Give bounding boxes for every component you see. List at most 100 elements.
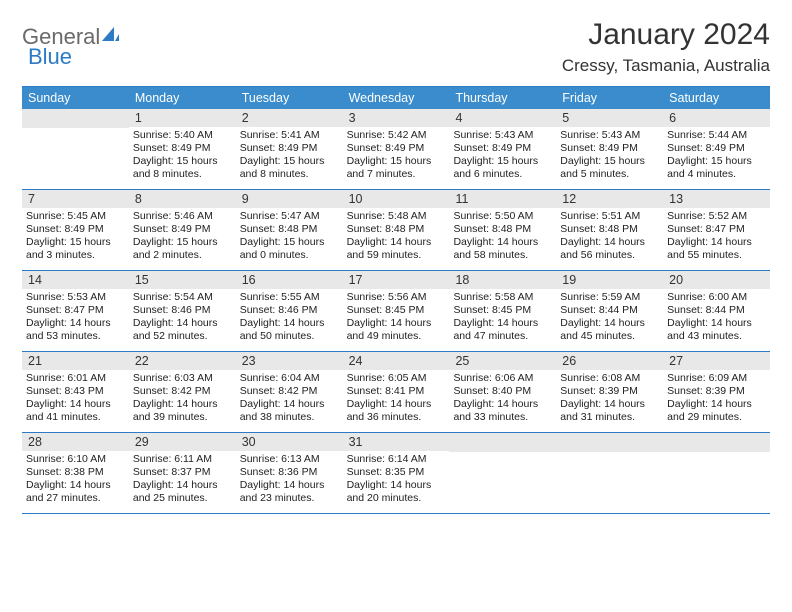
- day-cell: 29Sunrise: 6:11 AMSunset: 8:37 PMDayligh…: [129, 433, 236, 513]
- month-title: January 2024: [562, 18, 770, 52]
- dow-friday: Friday: [556, 87, 663, 109]
- day-cell: 7Sunrise: 5:45 AMSunset: 8:49 PMDaylight…: [22, 190, 129, 270]
- day-number: 20: [663, 271, 770, 289]
- day-details: Sunrise: 5:51 AMSunset: 8:48 PMDaylight:…: [556, 208, 663, 269]
- day-details: Sunrise: 6:05 AMSunset: 8:41 PMDaylight:…: [343, 370, 450, 431]
- day-number: 14: [22, 271, 129, 289]
- location: Cressy, Tasmania, Australia: [562, 56, 770, 76]
- day-details: Sunrise: 5:46 AMSunset: 8:49 PMDaylight:…: [129, 208, 236, 269]
- day-cell: 10Sunrise: 5:48 AMSunset: 8:48 PMDayligh…: [343, 190, 450, 270]
- day-number-empty: [449, 433, 556, 452]
- day-number: 24: [343, 352, 450, 370]
- day-details: Sunrise: 5:44 AMSunset: 8:49 PMDaylight:…: [663, 127, 770, 188]
- day-number: 16: [236, 271, 343, 289]
- day-cell: 28Sunrise: 6:10 AMSunset: 8:38 PMDayligh…: [22, 433, 129, 513]
- day-cell: 18Sunrise: 5:58 AMSunset: 8:45 PMDayligh…: [449, 271, 556, 351]
- day-number: 22: [129, 352, 236, 370]
- day-number: 8: [129, 190, 236, 208]
- day-number-empty: [556, 433, 663, 452]
- dow-tuesday: Tuesday: [236, 87, 343, 109]
- day-number: 9: [236, 190, 343, 208]
- day-details: Sunrise: 5:40 AMSunset: 8:49 PMDaylight:…: [129, 127, 236, 188]
- day-number: 21: [22, 352, 129, 370]
- day-cell: 19Sunrise: 5:59 AMSunset: 8:44 PMDayligh…: [556, 271, 663, 351]
- day-cell: 8Sunrise: 5:46 AMSunset: 8:49 PMDaylight…: [129, 190, 236, 270]
- day-details: Sunrise: 5:43 AMSunset: 8:49 PMDaylight:…: [556, 127, 663, 188]
- week-row: 1Sunrise: 5:40 AMSunset: 8:49 PMDaylight…: [22, 109, 770, 190]
- day-details: Sunrise: 6:08 AMSunset: 8:39 PMDaylight:…: [556, 370, 663, 431]
- day-number: 6: [663, 109, 770, 127]
- week-row: 7Sunrise: 5:45 AMSunset: 8:49 PMDaylight…: [22, 190, 770, 271]
- day-number: 7: [22, 190, 129, 208]
- week-row: 28Sunrise: 6:10 AMSunset: 8:38 PMDayligh…: [22, 433, 770, 514]
- day-details: Sunrise: 6:14 AMSunset: 8:35 PMDaylight:…: [343, 451, 450, 512]
- day-details: Sunrise: 5:47 AMSunset: 8:48 PMDaylight:…: [236, 208, 343, 269]
- day-number: 19: [556, 271, 663, 289]
- day-details: Sunrise: 5:50 AMSunset: 8:48 PMDaylight:…: [449, 208, 556, 269]
- day-cell: 21Sunrise: 6:01 AMSunset: 8:43 PMDayligh…: [22, 352, 129, 432]
- day-number: 25: [449, 352, 556, 370]
- day-number: 30: [236, 433, 343, 451]
- calendar: Sunday Monday Tuesday Wednesday Thursday…: [22, 86, 770, 514]
- day-number: 12: [556, 190, 663, 208]
- day-details: Sunrise: 6:04 AMSunset: 8:42 PMDaylight:…: [236, 370, 343, 431]
- day-cell: 30Sunrise: 6:13 AMSunset: 8:36 PMDayligh…: [236, 433, 343, 513]
- day-details: Sunrise: 5:45 AMSunset: 8:49 PMDaylight:…: [22, 208, 129, 269]
- day-details: Sunrise: 5:42 AMSunset: 8:49 PMDaylight:…: [343, 127, 450, 188]
- day-details: Sunrise: 5:56 AMSunset: 8:45 PMDaylight:…: [343, 289, 450, 350]
- day-details: Sunrise: 5:43 AMSunset: 8:49 PMDaylight:…: [449, 127, 556, 188]
- logo-sail-icon: [100, 25, 120, 50]
- day-number: 26: [556, 352, 663, 370]
- day-of-week-row: Sunday Monday Tuesday Wednesday Thursday…: [22, 87, 770, 109]
- day-details: Sunrise: 5:48 AMSunset: 8:48 PMDaylight:…: [343, 208, 450, 269]
- day-cell: 6Sunrise: 5:44 AMSunset: 8:49 PMDaylight…: [663, 109, 770, 189]
- day-details: Sunrise: 6:11 AMSunset: 8:37 PMDaylight:…: [129, 451, 236, 512]
- week-row: 14Sunrise: 5:53 AMSunset: 8:47 PMDayligh…: [22, 271, 770, 352]
- day-number: 2: [236, 109, 343, 127]
- day-number: 18: [449, 271, 556, 289]
- day-details: Sunrise: 5:54 AMSunset: 8:46 PMDaylight:…: [129, 289, 236, 350]
- title-block: January 2024 Cressy, Tasmania, Australia: [562, 18, 770, 76]
- day-cell: 5Sunrise: 5:43 AMSunset: 8:49 PMDaylight…: [556, 109, 663, 189]
- day-number: 13: [663, 190, 770, 208]
- day-details: Sunrise: 5:58 AMSunset: 8:45 PMDaylight:…: [449, 289, 556, 350]
- day-details: Sunrise: 5:41 AMSunset: 8:49 PMDaylight:…: [236, 127, 343, 188]
- day-details: Sunrise: 5:59 AMSunset: 8:44 PMDaylight:…: [556, 289, 663, 350]
- day-cell: 22Sunrise: 6:03 AMSunset: 8:42 PMDayligh…: [129, 352, 236, 432]
- day-cell: 1Sunrise: 5:40 AMSunset: 8:49 PMDaylight…: [129, 109, 236, 189]
- day-number: 10: [343, 190, 450, 208]
- day-cell: 31Sunrise: 6:14 AMSunset: 8:35 PMDayligh…: [343, 433, 450, 513]
- day-details: Sunrise: 6:03 AMSunset: 8:42 PMDaylight:…: [129, 370, 236, 431]
- day-details: Sunrise: 5:52 AMSunset: 8:47 PMDaylight:…: [663, 208, 770, 269]
- day-cell: 27Sunrise: 6:09 AMSunset: 8:39 PMDayligh…: [663, 352, 770, 432]
- day-cell: 13Sunrise: 5:52 AMSunset: 8:47 PMDayligh…: [663, 190, 770, 270]
- day-number: 15: [129, 271, 236, 289]
- day-cell: 25Sunrise: 6:06 AMSunset: 8:40 PMDayligh…: [449, 352, 556, 432]
- day-cell: 4Sunrise: 5:43 AMSunset: 8:49 PMDaylight…: [449, 109, 556, 189]
- day-number: 11: [449, 190, 556, 208]
- day-cell: 26Sunrise: 6:08 AMSunset: 8:39 PMDayligh…: [556, 352, 663, 432]
- day-cell: 12Sunrise: 5:51 AMSunset: 8:48 PMDayligh…: [556, 190, 663, 270]
- dow-sunday: Sunday: [22, 87, 129, 109]
- day-cell: [449, 433, 556, 513]
- week-row: 21Sunrise: 6:01 AMSunset: 8:43 PMDayligh…: [22, 352, 770, 433]
- day-cell: 20Sunrise: 6:00 AMSunset: 8:44 PMDayligh…: [663, 271, 770, 351]
- day-number-empty: [663, 433, 770, 452]
- dow-monday: Monday: [129, 87, 236, 109]
- day-number: 5: [556, 109, 663, 127]
- day-number-empty: [22, 109, 129, 128]
- day-cell: [22, 109, 129, 189]
- day-number: 28: [22, 433, 129, 451]
- day-details: Sunrise: 6:13 AMSunset: 8:36 PMDaylight:…: [236, 451, 343, 512]
- day-details: Sunrise: 6:01 AMSunset: 8:43 PMDaylight:…: [22, 370, 129, 431]
- day-number: 27: [663, 352, 770, 370]
- day-cell: 17Sunrise: 5:56 AMSunset: 8:45 PMDayligh…: [343, 271, 450, 351]
- day-details: Sunrise: 6:10 AMSunset: 8:38 PMDaylight:…: [22, 451, 129, 512]
- day-cell: 3Sunrise: 5:42 AMSunset: 8:49 PMDaylight…: [343, 109, 450, 189]
- dow-thursday: Thursday: [449, 87, 556, 109]
- day-details: Sunrise: 5:53 AMSunset: 8:47 PMDaylight:…: [22, 289, 129, 350]
- day-cell: 11Sunrise: 5:50 AMSunset: 8:48 PMDayligh…: [449, 190, 556, 270]
- day-cell: 2Sunrise: 5:41 AMSunset: 8:49 PMDaylight…: [236, 109, 343, 189]
- day-cell: 9Sunrise: 5:47 AMSunset: 8:48 PMDaylight…: [236, 190, 343, 270]
- dow-saturday: Saturday: [663, 87, 770, 109]
